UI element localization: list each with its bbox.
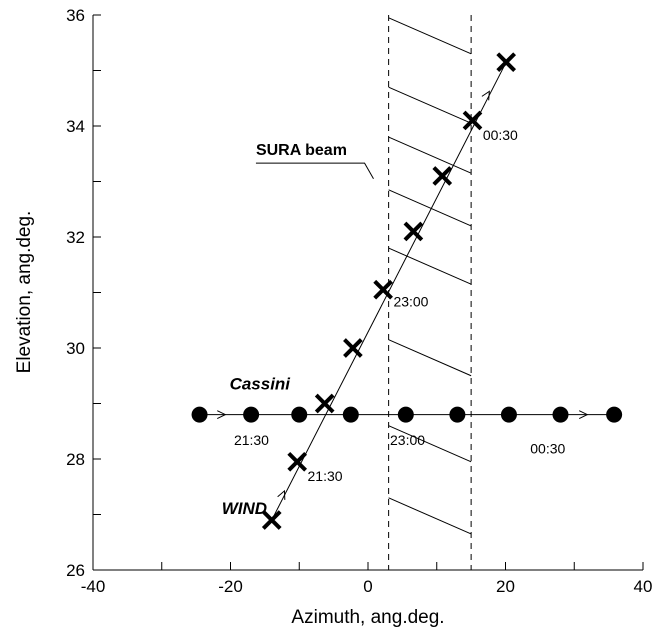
cassini-direction-arrow bbox=[578, 410, 589, 419]
x-ticks: -40 -20 0 20 40 bbox=[81, 562, 653, 596]
wind-point bbox=[314, 393, 335, 414]
beam-hatch-line bbox=[388, 136, 472, 174]
beam-hatch-line bbox=[388, 17, 472, 55]
wind-point bbox=[373, 279, 393, 300]
time-label-wind-2300: 23:00 bbox=[393, 293, 428, 309]
wind-direction-arrow bbox=[277, 489, 286, 500]
y-tick-label: 28 bbox=[66, 450, 85, 469]
beam-label: SURA beam bbox=[256, 142, 347, 159]
cassini-point bbox=[606, 406, 623, 423]
sura-beam: SURA beam bbox=[255, 15, 472, 570]
time-label-cassini-0030: 00:30 bbox=[530, 440, 565, 456]
beam-hatch-line bbox=[388, 339, 472, 377]
cassini-direction-arrow bbox=[217, 410, 227, 419]
beam-hatch-line bbox=[388, 425, 472, 463]
labels: WIND Cassini 21:30 23:00 00:30 21:30 23:00 00:3… bbox=[222, 127, 566, 518]
y-tick-label: 36 bbox=[66, 6, 85, 25]
cassini-point bbox=[191, 406, 208, 423]
wind-direction-arrow bbox=[481, 90, 490, 101]
cassini-point bbox=[552, 406, 569, 423]
beam-label-leader bbox=[255, 162, 374, 179]
y-tick-label: 32 bbox=[66, 228, 85, 247]
wind-point bbox=[343, 338, 363, 358]
wind-track-line bbox=[271, 61, 507, 521]
wind-point bbox=[496, 52, 517, 73]
cassini-series-label: Cassini bbox=[230, 375, 292, 394]
cassini-point bbox=[342, 406, 359, 423]
wind-series-label: WIND bbox=[222, 499, 267, 518]
cassini-point bbox=[291, 406, 308, 423]
beam-hatch-line bbox=[388, 497, 472, 535]
cassini-point bbox=[397, 406, 414, 423]
x-tick-label: -20 bbox=[218, 577, 243, 596]
wind-point bbox=[261, 510, 282, 530]
y-axis-title: Elevation, ang.deg. bbox=[14, 211, 35, 374]
beam-hatch-line bbox=[388, 86, 472, 124]
beam-hatch-line bbox=[388, 189, 472, 227]
time-label-cassini-2130: 21:30 bbox=[234, 432, 269, 448]
beam-hatch-line bbox=[388, 247, 472, 285]
x-tick-label: 0 bbox=[363, 577, 372, 596]
time-label-cassini-2300: 23:00 bbox=[390, 432, 425, 448]
x-axis-title: Azimuth, ang.deg. bbox=[291, 607, 444, 628]
wind-point bbox=[462, 110, 483, 131]
wind-point bbox=[403, 221, 424, 242]
y-tick-label: 30 bbox=[66, 339, 85, 358]
y-tick-label: 26 bbox=[66, 561, 85, 580]
markers bbox=[191, 52, 623, 530]
y-tick-label: 34 bbox=[66, 117, 85, 136]
wind-point bbox=[432, 166, 453, 186]
cassini-point bbox=[500, 406, 517, 423]
axes bbox=[92, 15, 643, 571]
time-label-wind-0030: 00:30 bbox=[483, 127, 518, 143]
wind-point bbox=[287, 451, 308, 472]
x-tick-label: 40 bbox=[634, 577, 653, 596]
x-tick-label: 20 bbox=[496, 577, 515, 596]
cassini-point bbox=[449, 406, 466, 423]
x-tick-label: -40 bbox=[81, 577, 106, 596]
time-label-wind-2130: 21:30 bbox=[308, 468, 343, 484]
cassini-point bbox=[243, 406, 260, 423]
y-ticks: 26 28 30 32 34 36 bbox=[66, 6, 101, 580]
